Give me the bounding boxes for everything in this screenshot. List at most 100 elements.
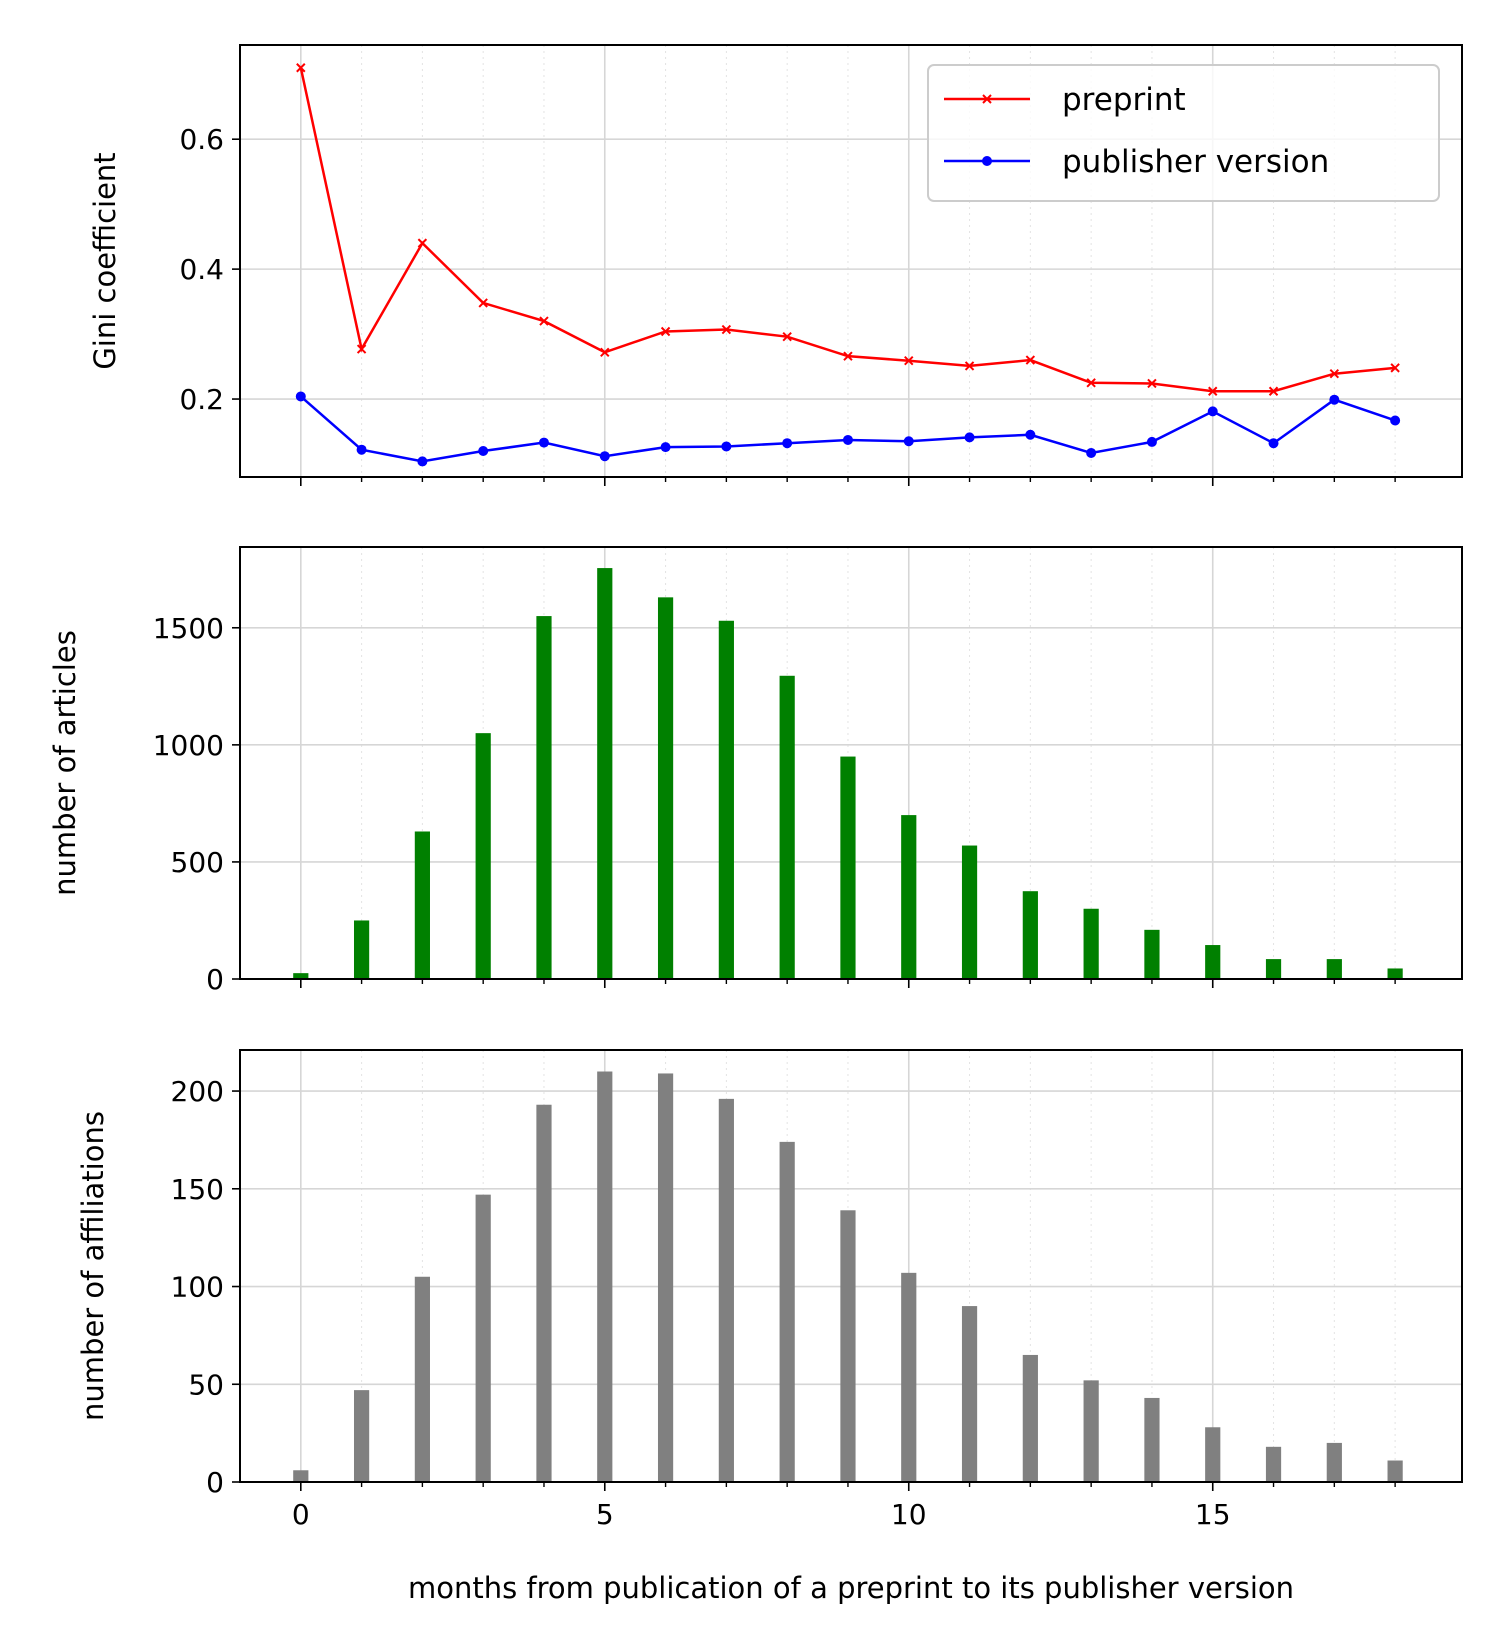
affiliations-bar <box>536 1104 552 1482</box>
affiliations-plot-frame <box>239 1049 1463 1483</box>
articles-axis-ticks: 0 500 1000 1500 <box>153 612 1396 996</box>
articles-bar <box>961 845 978 979</box>
affiliations-bar <box>1205 1427 1221 1482</box>
gini-series-preprint-point <box>904 356 914 366</box>
affiliations-y-axis-label: number of affiliations <box>76 1111 110 1421</box>
articles-y-tick-label: 500 <box>171 846 224 879</box>
gini-series-preprint-point <box>1268 386 1279 396</box>
affiliations-x-axis-label: months from publication of a preprint to… <box>408 1571 1294 1605</box>
gini-series-preprint-point <box>660 326 671 337</box>
gini-series-publisher-version-point <box>1207 406 1218 417</box>
legend-preprint-marker <box>982 94 992 104</box>
articles-bar <box>1144 929 1160 979</box>
affiliations-bar <box>1326 1442 1342 1482</box>
articles-bar <box>475 733 491 979</box>
affiliations-bar <box>657 1073 674 1482</box>
affiliations-bar <box>1022 1354 1038 1482</box>
articles-bar <box>657 597 674 979</box>
affiliations-bar <box>293 1470 309 1482</box>
articles-bar <box>840 756 856 979</box>
gini-series-publisher-version-point <box>1390 415 1401 426</box>
gini-series-preprint-point <box>1086 378 1096 388</box>
articles-bar <box>353 920 370 979</box>
gini-y-tick-label: 0.6 <box>179 123 224 156</box>
gini-series-preprint-point <box>782 331 792 342</box>
gini-series-preprint-point <box>1025 355 1036 365</box>
gini-series-publisher-version-point <box>660 442 671 453</box>
affiliations-y-tick-label: 100 <box>171 1271 224 1304</box>
articles-bars <box>293 568 1403 979</box>
articles-bar <box>1387 968 1403 979</box>
gini-line-chart: 0.2 0.4 0.6 Gini coefficient preprint publ… <box>88 44 1463 486</box>
gini-series-preprint-point <box>1390 363 1400 373</box>
articles-bar <box>293 973 309 979</box>
articles-bar <box>718 620 734 979</box>
affiliations-x-tick-label: 0 <box>292 1498 310 1531</box>
affiliations-bar <box>718 1098 734 1482</box>
articles-bar <box>901 815 917 979</box>
affiliations-bar <box>1265 1446 1282 1482</box>
gini-series-publisher-version-point <box>1086 447 1097 458</box>
affiliations-bar <box>475 1194 491 1482</box>
affiliations-y-tick-label: 50 <box>188 1368 224 1401</box>
affiliations-axis-ticks: 0 50 100 150 200 0 5 10 15 <box>171 1075 1396 1531</box>
articles-bar <box>414 831 430 979</box>
legend-publisher-version-marker <box>982 156 992 166</box>
articles-bar <box>597 568 613 979</box>
affiliations-bar <box>414 1276 430 1482</box>
gini-y-tick-label: 0.4 <box>179 253 224 286</box>
affiliations-y-tick-label: 150 <box>171 1173 224 1206</box>
affiliations-bar-chart: 0 50 100 150 200 0 5 10 15 number of affiliation… <box>76 1049 1463 1605</box>
affiliations-x-tick-label: 15 <box>1195 1498 1231 1531</box>
affiliations-bar <box>779 1141 795 1482</box>
articles-y-tick-label: 1500 <box>153 612 224 645</box>
legend-preprint-label: preprint <box>1062 82 1186 118</box>
gini-series-publisher-version-point <box>1146 436 1157 447</box>
gini-series-publisher-version-point <box>538 437 549 448</box>
articles-bar <box>536 616 552 979</box>
articles-plot-frame <box>239 546 1463 980</box>
affiliations-bar <box>1083 1380 1099 1482</box>
gini-series-publisher-version-point <box>1268 438 1279 449</box>
affiliations-bar <box>961 1306 978 1482</box>
gini-series-publisher-version-point <box>782 438 793 449</box>
gini-series-preprint-point <box>539 316 549 326</box>
gini-axis-ticks: 0.2 0.4 0.6 <box>179 123 1396 486</box>
gini-series-publisher-version-point <box>842 434 853 445</box>
gini-series-publisher-version-point <box>295 391 306 402</box>
legend: preprint publisher version <box>927 64 1440 202</box>
gini-series-preprint-point <box>296 63 306 73</box>
articles-y-tick-label: 0 <box>206 963 224 996</box>
gini-series-preprint-point <box>721 324 732 335</box>
legend-publisher-version-label: publisher version <box>1062 144 1329 180</box>
gini-series-publisher-version-point <box>964 432 975 443</box>
affiliations-x-tick-label: 10 <box>891 1498 927 1531</box>
affiliations-bar <box>353 1390 370 1482</box>
gini-plot-frame <box>239 44 1463 478</box>
gini-series-publisher-version-point <box>903 436 914 447</box>
affiliations-bar <box>1387 1460 1403 1482</box>
gini-series-preprint-point <box>1329 369 1340 379</box>
legend-box <box>927 64 1440 202</box>
gini-series-publisher-version-point <box>356 444 367 455</box>
gini-series-publisher-version-point <box>721 441 732 452</box>
gini-series-preprint-point <box>1208 386 1218 396</box>
articles-bar <box>1265 959 1282 979</box>
articles-y-tick-label: 1000 <box>153 729 224 762</box>
articles-bar <box>1083 908 1099 979</box>
gini-series-preprint-point <box>1147 378 1157 389</box>
articles-y-axis-label: number of articles <box>48 630 82 896</box>
gini-series-publisher-version-point <box>599 451 610 462</box>
gini-y-tick-label: 0.2 <box>179 383 224 416</box>
affiliations-bar <box>901 1272 917 1482</box>
gini-series-lines <box>295 63 1401 467</box>
gini-series-preprint-point <box>356 344 367 354</box>
articles-bar <box>1326 959 1342 979</box>
affiliations-bar <box>597 1071 613 1482</box>
articles-bar-chart: 0 500 1000 1500 number of articles <box>48 546 1463 996</box>
gini-series-publisher-version-point <box>478 446 489 457</box>
articles-bar <box>779 675 795 979</box>
affiliations-x-tick-label: 5 <box>596 1498 614 1531</box>
affiliations-y-tick-label: 200 <box>171 1075 224 1108</box>
